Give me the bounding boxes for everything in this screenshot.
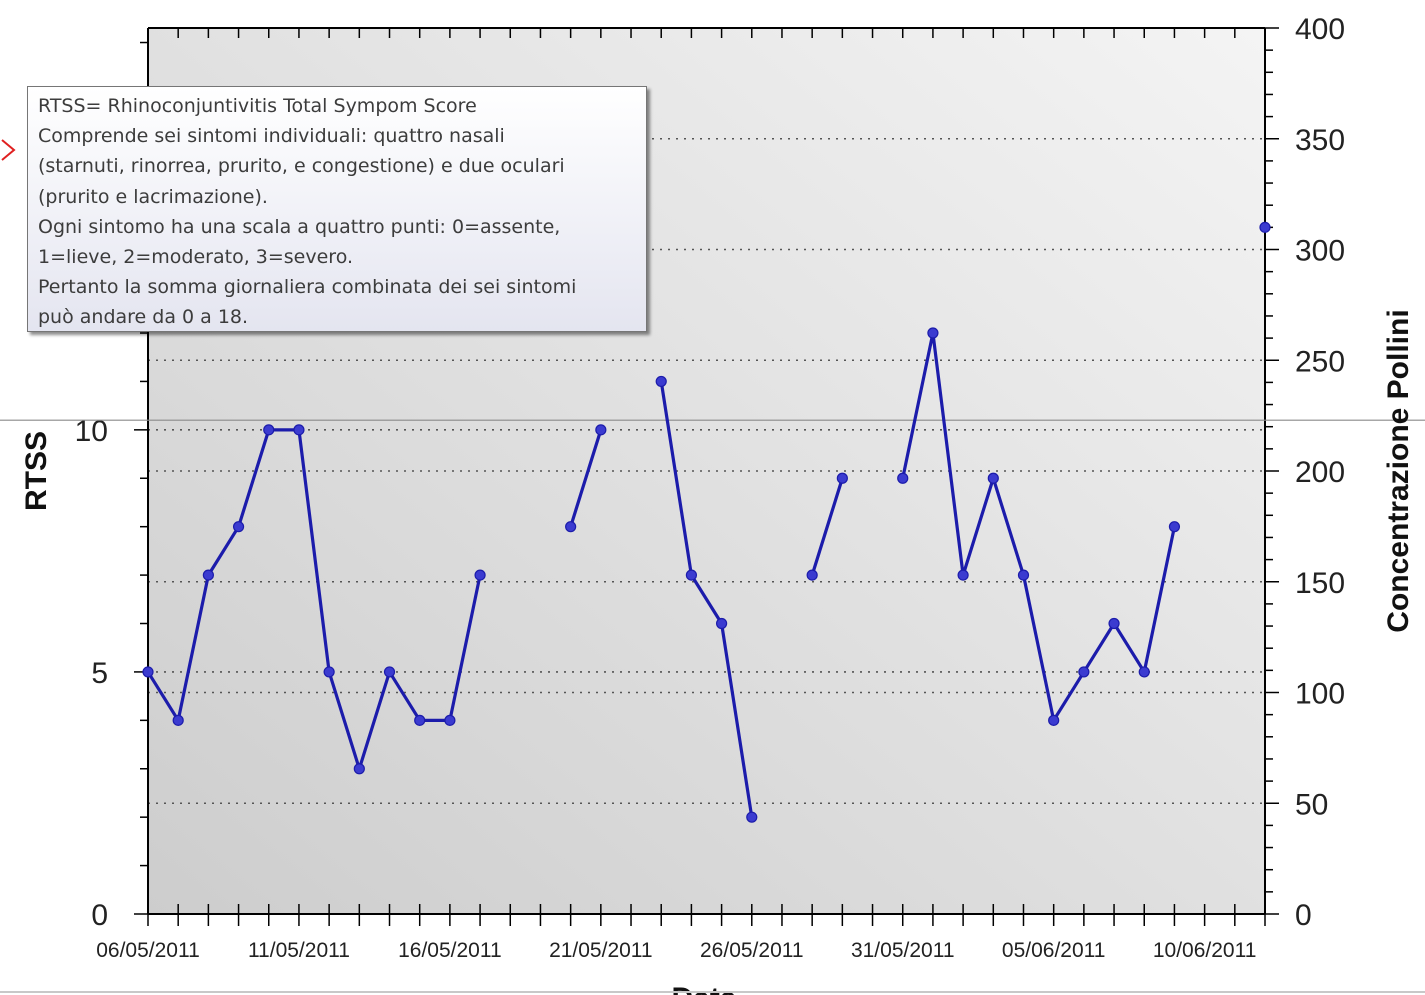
y2-tick-label: 300 <box>1295 235 1345 268</box>
window-bottom-border <box>0 991 1425 993</box>
data-point <box>172 714 184 726</box>
data-point <box>957 569 969 581</box>
data-point <box>1108 617 1120 630</box>
x-tick-label: 21/05/2011 <box>549 939 653 962</box>
data-point <box>746 811 758 823</box>
y2-tick-label: 150 <box>1295 567 1345 600</box>
x-tick-label: 16/05/2011 <box>398 939 502 962</box>
data-point <box>1078 666 1090 678</box>
data-series <box>142 221 1271 823</box>
series-line <box>810 477 844 576</box>
data-point <box>1138 666 1150 678</box>
data-point <box>655 375 667 388</box>
data-point <box>595 424 607 436</box>
y2-tick-label: 200 <box>1295 456 1345 489</box>
series-line <box>901 331 1176 722</box>
data-point <box>565 521 577 533</box>
data-point <box>474 569 486 581</box>
tooltip-line: può andare da 0 a 18. <box>38 306 249 329</box>
series-line <box>569 429 603 528</box>
series-line <box>659 381 754 818</box>
y2-tick-label: 250 <box>1295 345 1345 378</box>
data-point <box>232 521 245 533</box>
y2-tick-label: 100 <box>1295 678 1345 711</box>
x-tick-label: 26/05/2011 <box>700 939 804 962</box>
data-point <box>1259 221 1271 233</box>
tooltip-line: (starnuti, rinorrea, prurito, e congesti… <box>38 155 565 178</box>
data-point <box>1048 714 1060 726</box>
x-tick-label: 31/05/2011 <box>851 939 955 962</box>
data-point <box>987 472 999 484</box>
data-point <box>202 569 214 581</box>
y2-tick-label: 400 <box>1295 13 1345 46</box>
x-tick-label: 06/05/2011 <box>96 939 200 962</box>
y-tick-label: 0 <box>91 899 108 932</box>
y2-tick-label: 50 <box>1295 788 1328 821</box>
x-tick-label: 11/05/2011 <box>248 939 350 962</box>
tooltip-line: RTSS= Rhinoconjuntivitis Total Sympom Sc… <box>38 95 477 117</box>
tooltip-line: Pertanto la somma giornaliera combinata … <box>38 276 577 299</box>
data-point <box>1017 569 1030 581</box>
tooltip-line: (prurito e lacrimazione). <box>38 185 268 208</box>
red-arrow-icon <box>1 139 16 161</box>
data-point <box>685 569 698 581</box>
y-tick-label: 5 <box>91 657 108 690</box>
y2-tick-label: 0 <box>1295 899 1312 932</box>
x-tick-label: 05/06/2011 <box>1002 939 1106 962</box>
y2-axis-title: Concentrazione Pollini <box>1382 309 1415 632</box>
data-point <box>263 424 275 436</box>
tooltip-line: 1=lieve, 2=moderato, 3=severo. <box>38 246 354 269</box>
data-point <box>383 666 396 678</box>
data-point <box>142 666 154 678</box>
x-axis-title: Data <box>671 982 736 995</box>
data-point <box>323 666 335 678</box>
data-point <box>897 472 909 484</box>
data-point <box>353 763 365 775</box>
data-point <box>414 714 426 726</box>
y-axis-title: RTSS <box>20 431 53 511</box>
rtss-tooltip: RTSS= Rhinoconjuntivitis Total Sympom Sc… <box>27 86 647 332</box>
tooltip-line: Comprende sei sintomi individuali: quatt… <box>38 125 505 148</box>
x-tick-label: 10/06/2011 <box>1153 939 1257 962</box>
y2-tick-label: 350 <box>1295 124 1345 157</box>
data-point <box>927 327 939 339</box>
data-point <box>1168 521 1181 533</box>
data-point <box>806 569 818 581</box>
data-point <box>836 472 848 484</box>
data-point <box>444 714 456 726</box>
data-point <box>715 617 728 630</box>
tooltip-line: Ogni sintomo ha una scala a quattro punt… <box>38 215 561 238</box>
data-point <box>293 424 305 436</box>
